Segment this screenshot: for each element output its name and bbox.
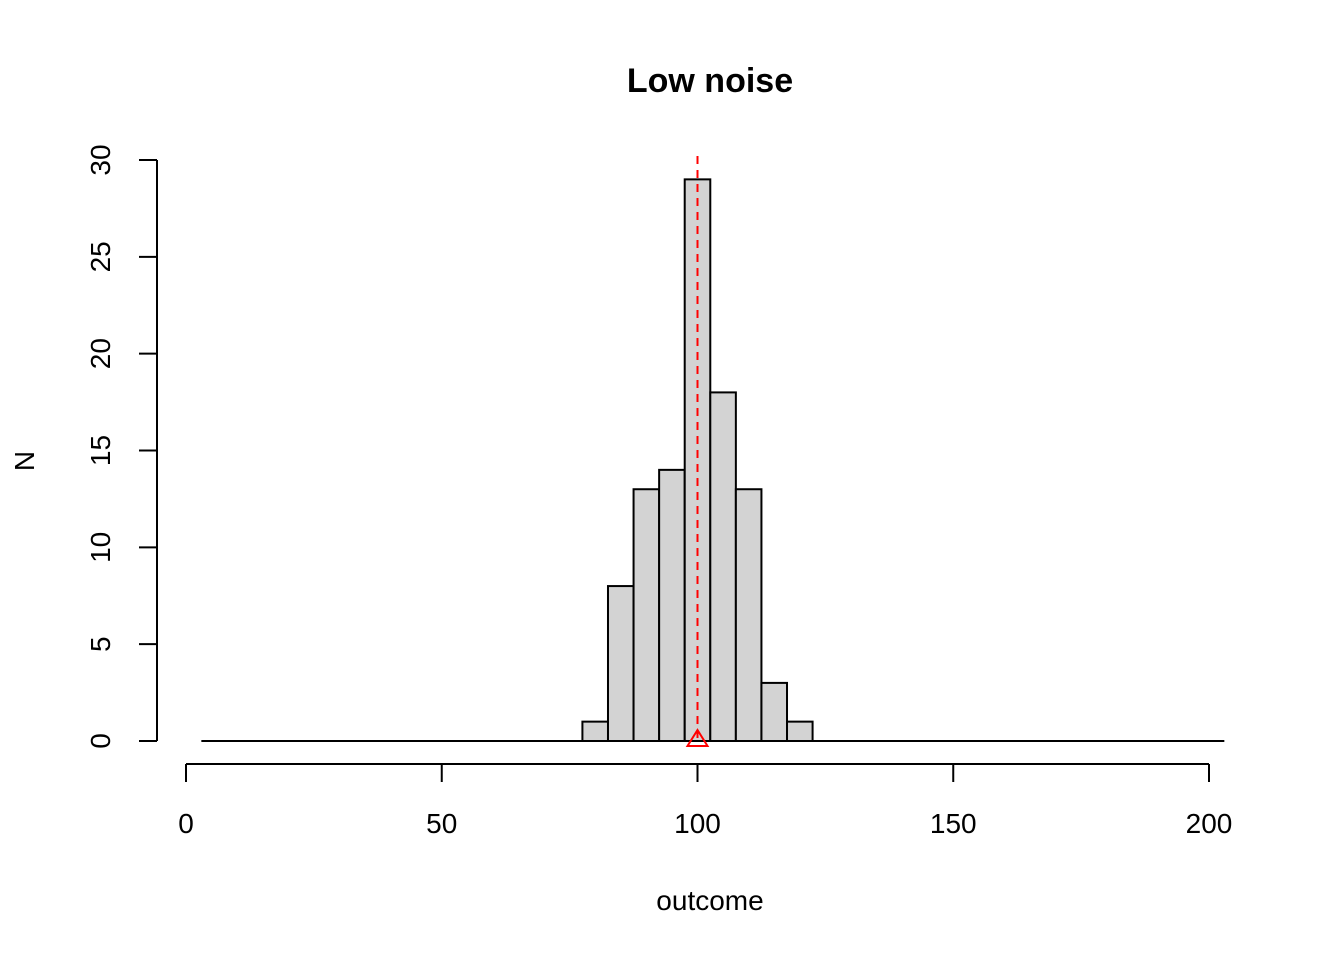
y-tick-label: 10 (85, 532, 116, 563)
x-tick-label: 200 (1186, 808, 1233, 839)
y-tick-label: 15 (85, 435, 116, 466)
y-tick-label: 30 (85, 144, 116, 175)
x-tick-label: 100 (674, 808, 721, 839)
y-tick-label: 0 (85, 733, 116, 749)
chart-title: Low noise (627, 62, 793, 100)
y-tick-label: 5 (85, 636, 116, 652)
y-tick-label: 20 (85, 338, 116, 369)
histogram-bar (683, 178, 712, 743)
histogram-bar (734, 488, 763, 742)
histogram-bar (760, 681, 789, 743)
reference-overlay (685, 156, 710, 747)
reference-marker (685, 728, 710, 747)
histogram-bars (201, 178, 1225, 743)
histogram-bar (709, 391, 737, 742)
x-tick-label: 0 (178, 808, 194, 839)
x-axis: 0 50 100 150 200 (178, 763, 1233, 839)
y-axis-label: N (9, 451, 40, 471)
histogram-bar (606, 585, 635, 742)
histogram-bar (632, 488, 661, 742)
x-tick-label: 150 (930, 808, 977, 839)
x-tick-label: 50 (426, 808, 457, 839)
y-tick-label: 25 (85, 241, 116, 272)
histogram-bar (658, 468, 686, 742)
histogram-bar (786, 720, 814, 743)
y-axis: 0 5 10 15 20 25 30 (85, 144, 158, 749)
x-axis-label: outcome (656, 885, 763, 916)
histogram-bar (581, 720, 609, 743)
